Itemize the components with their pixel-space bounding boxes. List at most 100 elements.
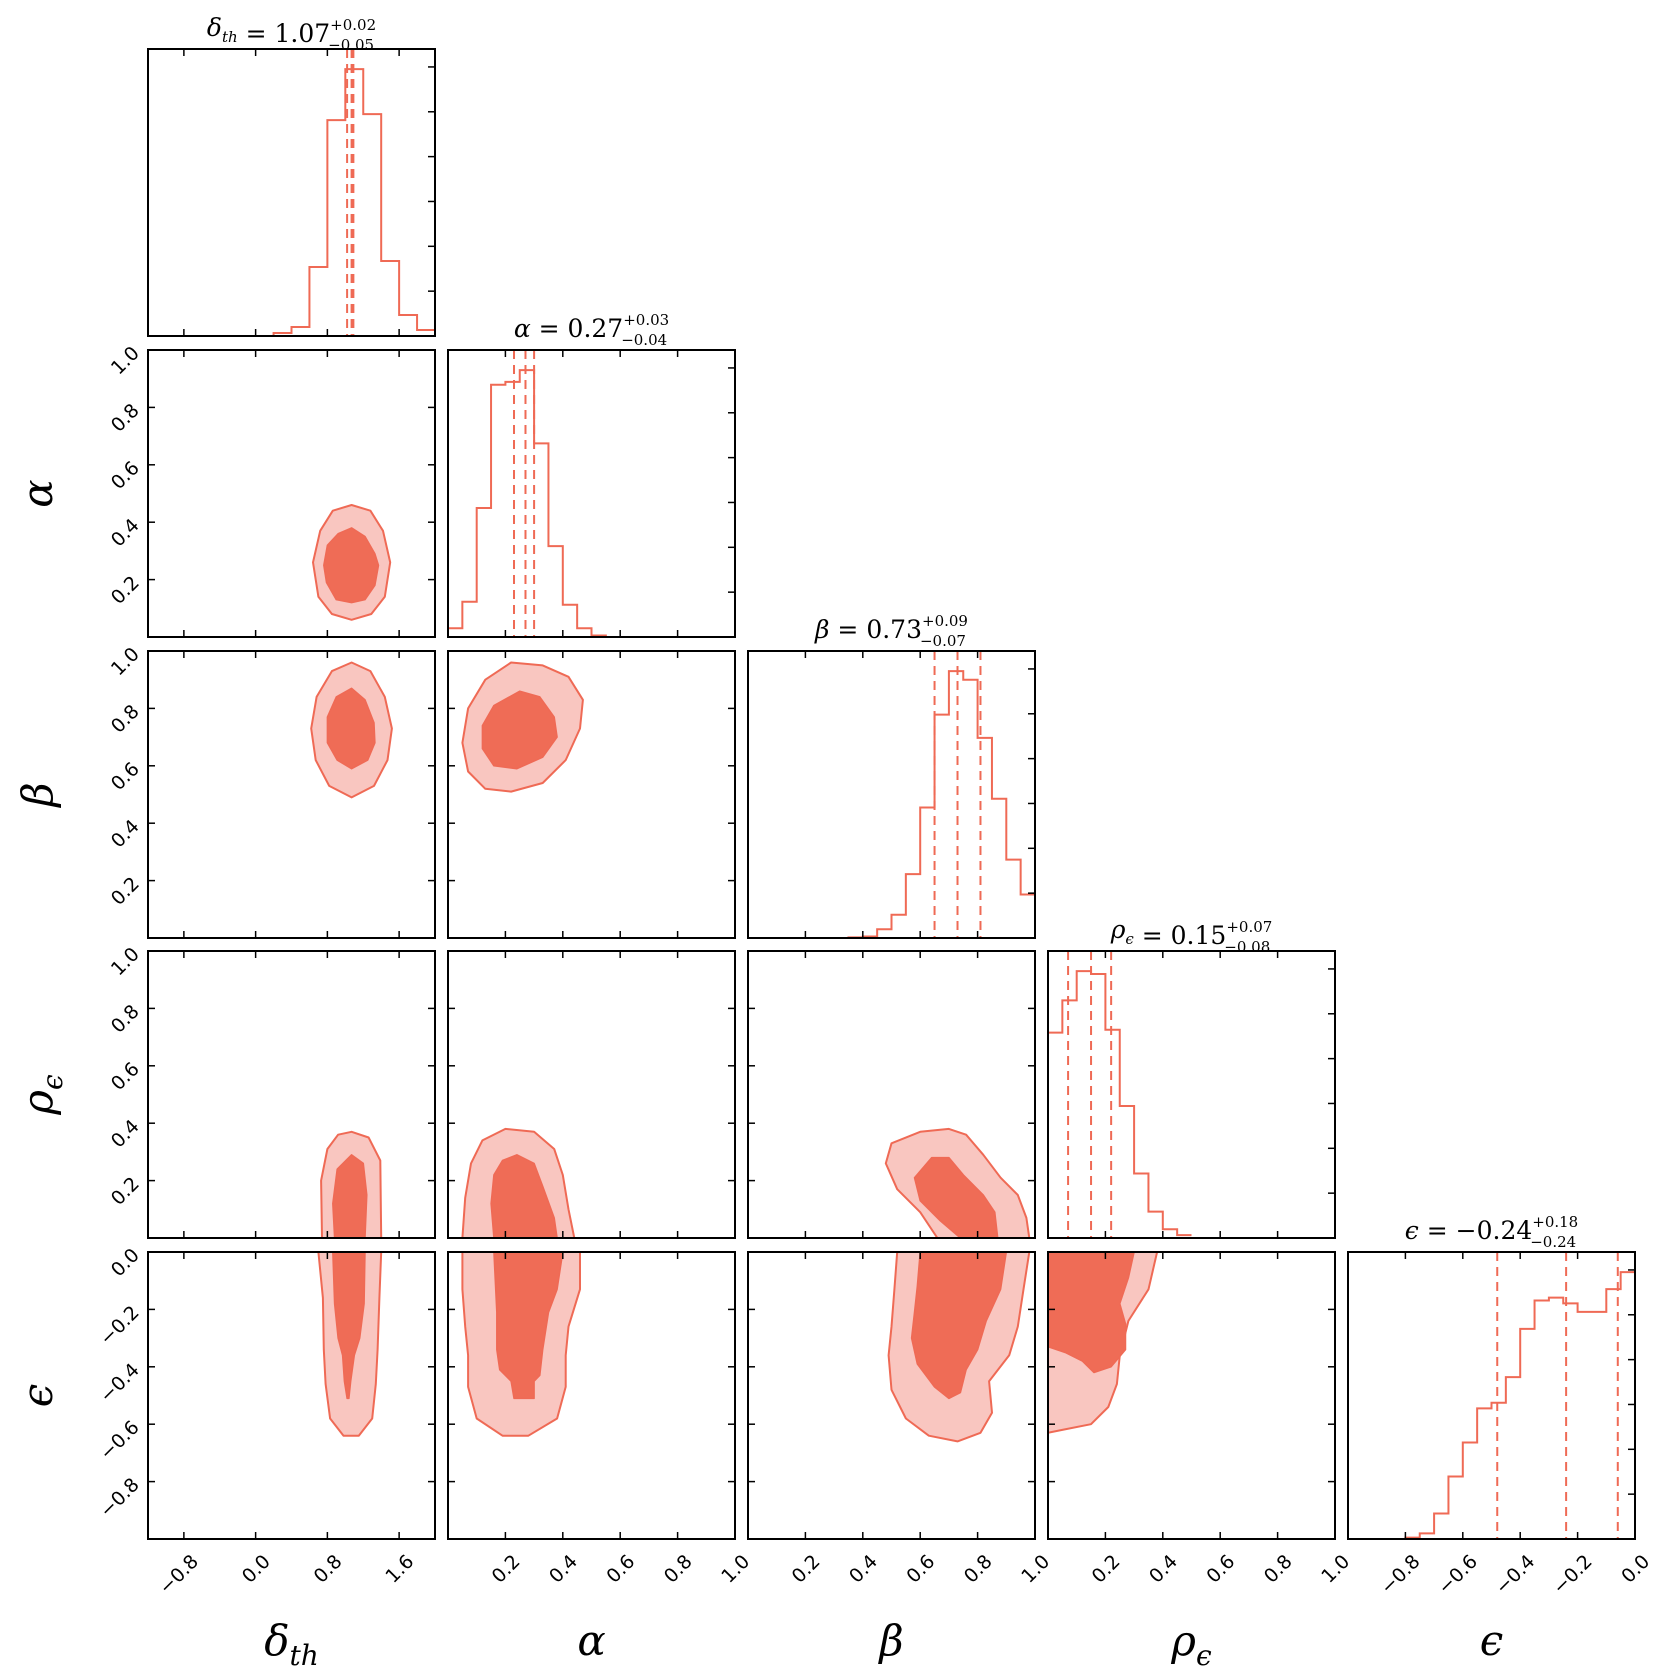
y-axis-label-alpha: α xyxy=(13,479,62,507)
y-tick-label-alpha: 0.4 xyxy=(107,514,144,551)
x-tick-label-alpha: 0.2 xyxy=(488,1551,525,1588)
x-tick-label-epsilon: −0.6 xyxy=(1434,1551,1482,1599)
panel-frame xyxy=(747,950,1036,1239)
panel-alpha-vs-delta_th xyxy=(147,349,436,638)
x-tick-label-delta_th: 0.8 xyxy=(310,1551,347,1588)
x-tick-label-alpha: 0.6 xyxy=(602,1551,639,1588)
contour-inner-beta-delta_th xyxy=(326,687,376,770)
panel-frame xyxy=(147,48,436,337)
panel-epsilon-vs-alpha xyxy=(447,1251,736,1540)
contour-inner-epsilon-rho_eps xyxy=(1048,1252,1135,1374)
panel-beta-vs-delta_th xyxy=(147,650,436,939)
y-tick-label-epsilon: −0.6 xyxy=(96,1416,144,1464)
panel-frame xyxy=(147,349,436,638)
y-axis-label-beta: β xyxy=(13,782,62,808)
panel-rho_eps-vs-alpha xyxy=(447,950,736,1239)
y-tick-label-beta: 1.0 xyxy=(107,643,144,680)
hist-beta xyxy=(847,670,1035,938)
title-alpha: α = 0.27+0.03 −0.04 xyxy=(514,311,669,349)
title-delta_th: δth = 1.07+0.02 −0.05 xyxy=(207,13,376,54)
x-axis-label-alpha: α xyxy=(577,1616,605,1665)
contour-inner-epsilon-alpha xyxy=(493,1252,564,1400)
x-tick-label-epsilon: −0.8 xyxy=(1376,1551,1424,1599)
panel-frame xyxy=(447,1251,736,1540)
panel-delta_th-vs-delta_th: δth = 1.07+0.02 −0.05 xyxy=(147,13,436,337)
contour-inner-epsilon-beta xyxy=(910,1252,1008,1400)
panel-frame xyxy=(1047,1251,1336,1540)
title-epsilon: ϵ = −0.24+0.18 −0.24 xyxy=(1405,1213,1578,1251)
y-tick-label-rho_eps: 0.8 xyxy=(107,1001,144,1038)
panel-rho_eps-vs-rho_eps: ρϵ = 0.15+0.07 −0.08 xyxy=(1047,915,1336,1239)
title-rho_eps: ρϵ = 0.15+0.07 −0.08 xyxy=(1110,915,1273,956)
x-tick-label-delta_th: −0.8 xyxy=(155,1551,203,1599)
y-tick-label-alpha: 1.0 xyxy=(107,342,144,379)
y-tick-label-epsilon: −0.2 xyxy=(96,1302,144,1350)
y-tick-label-rho_eps: 0.2 xyxy=(107,1173,144,1210)
panel-frame xyxy=(747,1251,1036,1540)
panel-frame xyxy=(147,950,436,1239)
x-tick-label-rho_eps: 0.2 xyxy=(1088,1551,1125,1588)
panel-frame xyxy=(1047,950,1336,1239)
x-axis-label-epsilon: ϵ xyxy=(1480,1616,1504,1665)
x-tick-label-beta: 1.0 xyxy=(1017,1551,1054,1588)
x-tick-label-epsilon: 0.0 xyxy=(1617,1551,1654,1588)
x-tick-label-beta: 0.6 xyxy=(902,1551,939,1588)
x-tick-label-alpha: 0.8 xyxy=(660,1551,697,1588)
panel-beta-vs-alpha xyxy=(447,650,736,939)
y-tick-label-beta: 0.8 xyxy=(107,701,144,738)
x-tick-label-alpha: 1.0 xyxy=(717,1551,754,1588)
panel-epsilon-vs-beta xyxy=(747,1251,1036,1540)
panel-epsilon-vs-epsilon: ϵ = −0.24+0.18 −0.24 xyxy=(1347,1213,1636,1540)
x-axis-label-delta_th: δth xyxy=(264,1616,319,1672)
panel-rho_eps-vs-beta xyxy=(747,950,1036,1239)
x-tick-label-beta: 0.2 xyxy=(788,1551,825,1588)
x-tick-label-beta: 0.8 xyxy=(960,1551,997,1588)
contour-inner-rho_eps-delta_th xyxy=(332,1154,368,1238)
hist-rho_eps xyxy=(1048,970,1192,1238)
x-tick-label-alpha: 0.4 xyxy=(545,1551,582,1588)
y-axis-label-epsilon: ϵ xyxy=(13,1384,62,1408)
x-tick-label-rho_eps: 1.0 xyxy=(1317,1551,1354,1588)
panel-frame xyxy=(447,950,736,1239)
panel-epsilon-vs-rho_eps xyxy=(1047,1251,1336,1540)
hist-epsilon xyxy=(1404,1271,1635,1539)
y-tick-label-rho_eps: 0.6 xyxy=(107,1058,144,1095)
contour-inner-epsilon-delta_th xyxy=(332,1252,366,1400)
panel-frame xyxy=(147,650,436,939)
y-tick-label-beta: 0.2 xyxy=(107,873,144,910)
panel-frame xyxy=(1347,1251,1636,1540)
y-tick-label-beta: 0.6 xyxy=(107,758,144,795)
panel-frame xyxy=(147,1251,436,1540)
contour-inner-alpha-delta_th xyxy=(323,527,380,604)
panel-rho_eps-vs-delta_th xyxy=(147,950,436,1239)
panel-frame xyxy=(447,349,736,638)
x-tick-label-rho_eps: 0.8 xyxy=(1260,1551,1297,1588)
y-tick-label-alpha: 0.2 xyxy=(107,572,144,609)
panel-beta-vs-beta: β = 0.73+0.09 −0.07 xyxy=(747,612,1036,939)
y-tick-label-alpha: 0.8 xyxy=(107,400,144,437)
x-tick-label-epsilon: −0.4 xyxy=(1491,1551,1539,1599)
y-axis-label-rho_eps: ρϵ xyxy=(13,1074,69,1116)
y-tick-label-rho_eps: 0.4 xyxy=(107,1115,144,1152)
panel-frame xyxy=(747,650,1036,939)
y-tick-label-epsilon: 0.0 xyxy=(107,1244,144,1281)
contour-inner-beta-alpha xyxy=(481,690,558,770)
panel-epsilon-vs-delta_th xyxy=(147,1251,436,1540)
panel-frame xyxy=(447,650,736,939)
panel-alpha-vs-alpha: α = 0.27+0.03 −0.04 xyxy=(447,311,736,638)
y-tick-label-alpha: 0.6 xyxy=(107,457,144,494)
y-tick-label-beta: 0.4 xyxy=(107,815,144,852)
x-axis-label-beta: β xyxy=(877,1616,903,1665)
contour-inner-rho_eps-alpha xyxy=(490,1154,558,1238)
x-tick-label-delta_th: 0.0 xyxy=(238,1551,275,1588)
x-tick-label-beta: 0.4 xyxy=(845,1551,882,1588)
hist-delta_th xyxy=(148,68,435,336)
title-beta: β = 0.73+0.09 −0.07 xyxy=(814,612,968,650)
x-tick-label-rho_eps: 0.4 xyxy=(1145,1551,1182,1588)
contour-inner-rho_eps-beta xyxy=(913,1156,999,1238)
x-axis-label-rho_eps: ρϵ xyxy=(1170,1616,1212,1672)
y-tick-label-epsilon: −0.4 xyxy=(96,1359,144,1407)
x-tick-label-rho_eps: 0.6 xyxy=(1202,1551,1239,1588)
x-tick-label-epsilon: −0.2 xyxy=(1549,1551,1597,1599)
